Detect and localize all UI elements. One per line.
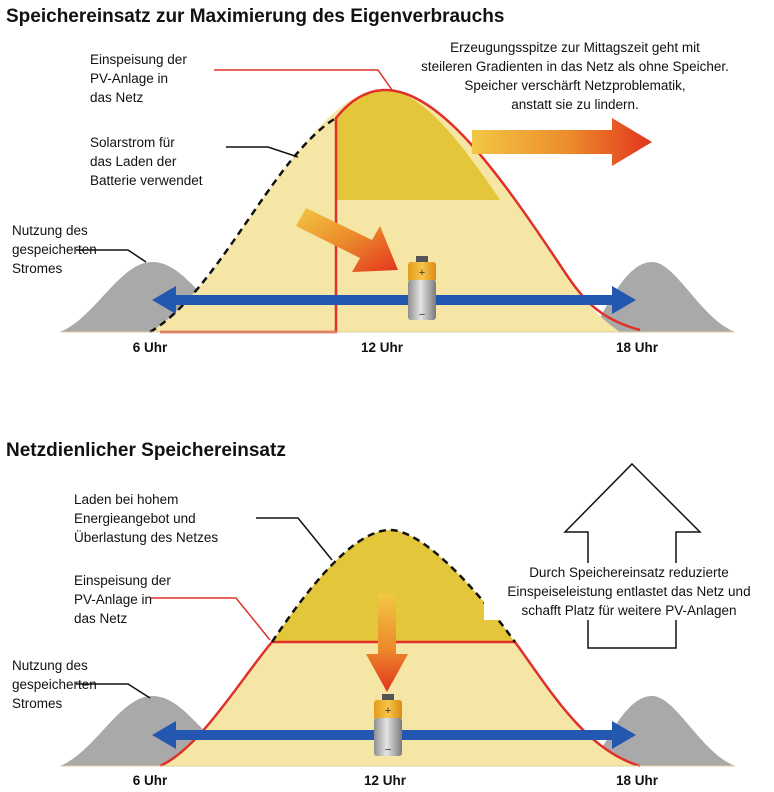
bottom-connector-charge <box>256 517 333 561</box>
bottom-connector-usage <box>76 683 151 699</box>
top-callout: Erzeugungsspitze zur Mittagszeit geht mi… <box>421 40 729 112</box>
bottom-up-arrow <box>563 462 702 649</box>
bottom-tick-12: 12 Uhr <box>363 773 407 788</box>
bottom-label-feed: Einspeisung der PV-Anlage in das Netz <box>74 573 171 626</box>
top-label-usage: Nutzung des gespeicherten Stromes <box>12 223 97 276</box>
top-hill-right <box>592 262 735 332</box>
bottom-battery: + − <box>374 694 402 756</box>
svg-text:+: + <box>385 705 391 717</box>
top-label-feed: Einspeisung der PV-Anlage in das Netz <box>90 52 187 105</box>
bottom-label-charge: Laden bei hohem Energieangebot und Überlas… <box>74 492 219 545</box>
top-blue-arrow <box>152 286 636 314</box>
bottom-label-usage: Nutzung des gespeicherten Stromes <box>12 658 97 711</box>
bottom-tick-18: 18 Uhr <box>615 773 659 788</box>
bottom-hill-right <box>592 696 735 766</box>
bottom-callout: Durch Speichereinsatz reduzierte Einspeis… <box>484 563 774 620</box>
top-bell-fill <box>150 90 620 332</box>
svg-text:−: − <box>385 744 391 756</box>
top-battery: + − <box>408 256 436 321</box>
top-peak-fill <box>336 90 500 200</box>
top-tick-12: 12 Uhr <box>360 340 404 355</box>
top-connector-usage <box>76 249 147 263</box>
bottom-charge-fill <box>272 530 515 642</box>
bottom-title: Netzdienlicher Speichereinsatz <box>6 440 286 461</box>
bottom-connector-feed <box>150 597 271 641</box>
top-connector-solar <box>226 146 299 158</box>
top-connector-feed <box>214 69 393 91</box>
bottom-charge-arrow <box>366 594 408 692</box>
top-chart: + − <box>60 69 735 334</box>
top-tick-6: 6 Uhr <box>132 340 168 355</box>
top-title: Speichereinsatz zur Maximierung des Eige… <box>6 6 505 27</box>
svg-text:−: − <box>419 309 425 321</box>
top-export-arrow <box>472 118 652 166</box>
bottom-tick-6: 6 Uhr <box>132 773 168 788</box>
top-charge-arrow <box>296 208 398 272</box>
svg-text:+: + <box>419 267 425 279</box>
top-tick-18: 18 Uhr <box>615 340 659 355</box>
top-label-solar: Solarstrom für das Laden der Batterie verw… <box>90 135 203 188</box>
